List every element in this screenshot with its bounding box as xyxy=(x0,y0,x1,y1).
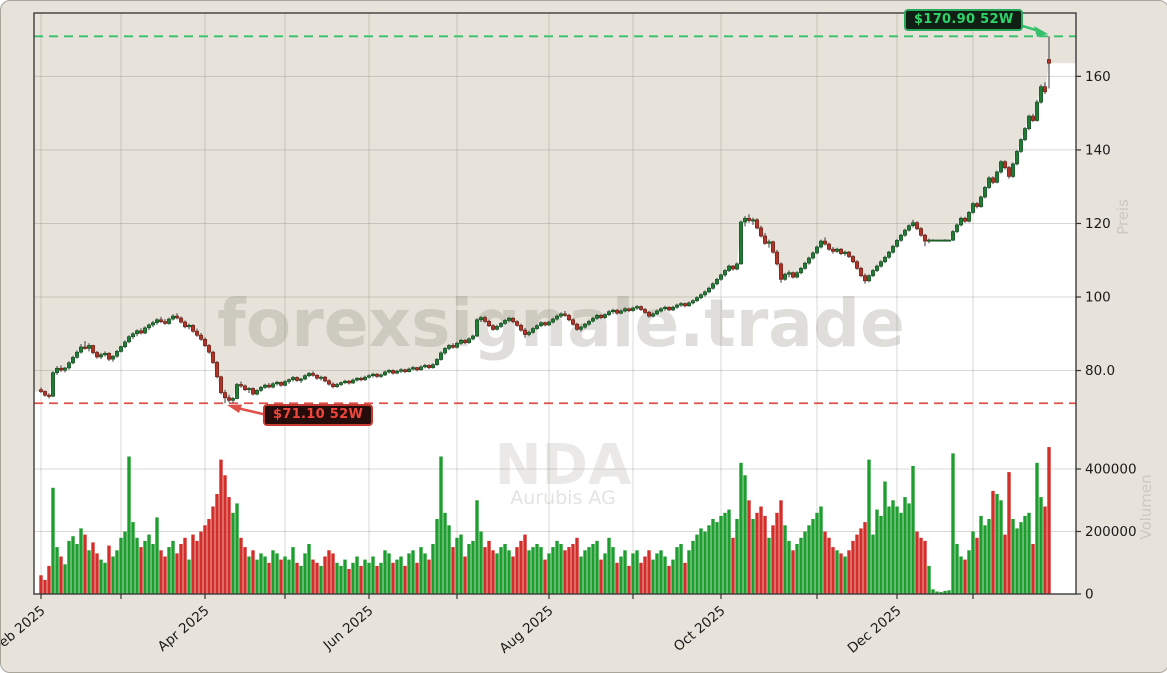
52-week-low-label: $71.10 52W xyxy=(263,404,374,426)
month-tick-label: Dec 2025 xyxy=(845,603,905,657)
company-watermark: Aurubis AG xyxy=(510,487,616,509)
volume-axis-title: Volumen xyxy=(1137,474,1155,539)
price-axis-title: Preis xyxy=(1114,199,1132,235)
plot-border xyxy=(33,12,1077,595)
price-tick-label: 120 xyxy=(1085,216,1111,232)
price-tick-label: 100 xyxy=(1085,290,1111,306)
annotation-lines xyxy=(34,35,1076,405)
month-tick-label: Aug 2025 xyxy=(496,603,556,657)
site-watermark: forexsignale.trade xyxy=(217,285,905,362)
date-axis-ticks: Feb 2025 Apr 2025 Jun 2025 Aug 2025 Oct 2025… xyxy=(1,594,974,657)
volume-tick-label: 0 xyxy=(1085,587,1094,603)
month-tick-label: Apr 2025 xyxy=(155,603,213,655)
symbol-watermark: NDA xyxy=(495,433,632,498)
price-tick-label: 140 xyxy=(1085,142,1111,158)
price-tick-label: 80.0 xyxy=(1085,363,1115,379)
volume-bars xyxy=(39,447,1051,595)
month-tick-label: Jun 2025 xyxy=(320,603,377,654)
volume-tick-label: 400000 xyxy=(1085,462,1137,478)
price-axis-ticks: 160 140 120 100 80.0 400000 200000 0 xyxy=(1076,69,1137,603)
low-arrow xyxy=(236,406,268,417)
month-tick-label: Feb 2025 xyxy=(1,603,49,655)
volume-tick-label: 200000 xyxy=(1085,524,1137,540)
candlestick-series xyxy=(39,36,1051,404)
month-tick-label: Oct 2025 xyxy=(671,603,729,655)
52-week-high-label: $170.90 52W xyxy=(904,9,1024,31)
price-area-fill xyxy=(34,63,1076,594)
price-tick-label: 160 xyxy=(1085,69,1111,85)
